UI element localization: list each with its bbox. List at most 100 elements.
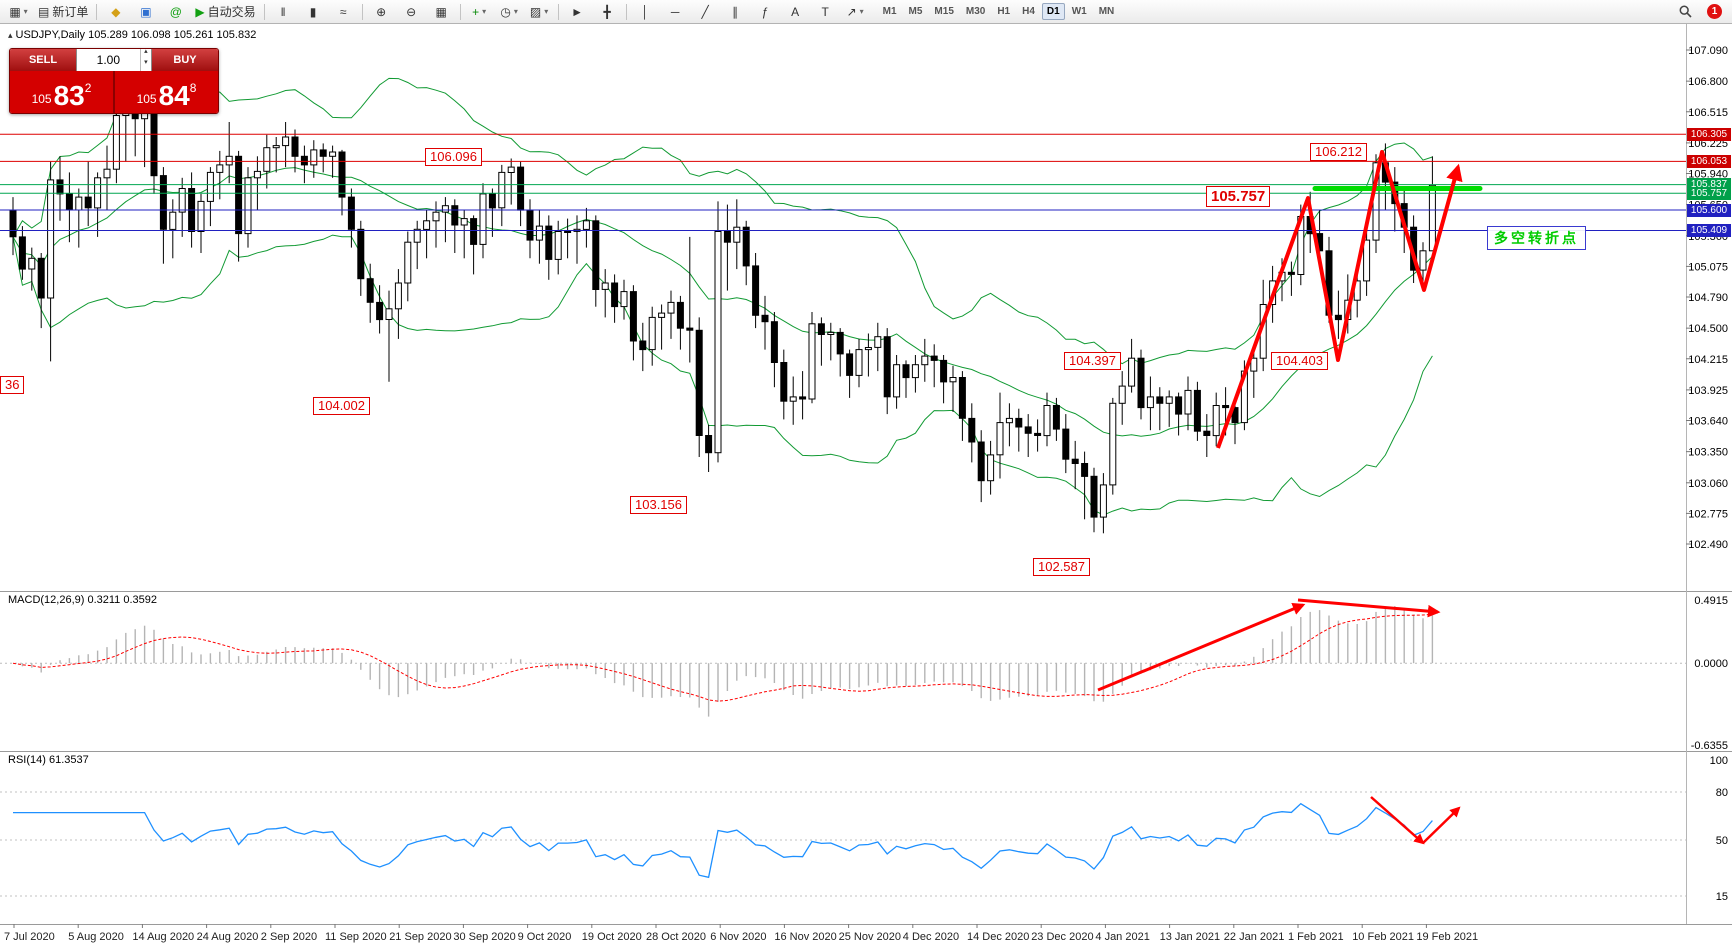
bars-chart-button[interactable]: ‖ xyxy=(269,1,298,23)
svg-text:103.640: 103.640 xyxy=(1688,416,1728,428)
rsi-panel xyxy=(0,791,1686,897)
zoom-in-button[interactable]: ⊕ xyxy=(367,1,396,23)
arrows-tool-button[interactable]: ↗ ▾ xyxy=(841,1,870,23)
new-order-button[interactable]: ▤ 新订单 xyxy=(34,1,92,23)
horizontal-line-icon: ─ xyxy=(670,4,680,19)
volume-down-icon[interactable]: ▾ xyxy=(144,59,148,66)
trendline-icon: ╱ xyxy=(701,4,709,19)
svg-text:106.225: 106.225 xyxy=(1688,138,1728,150)
macd-panel xyxy=(0,606,1686,717)
svg-text:21 Sep 2020: 21 Sep 2020 xyxy=(389,931,451,943)
buy-button[interactable]: BUY xyxy=(152,49,218,71)
periods-button[interactable]: ◷ ▾ xyxy=(495,1,524,23)
volume-box: ▴ ▾ xyxy=(76,49,152,71)
bars-chart-icon: ‖ xyxy=(280,4,286,19)
timeframe-mn-button[interactable]: MN xyxy=(1098,6,1115,17)
candles-chart-button[interactable]: ▮ xyxy=(299,1,328,23)
volume-input[interactable] xyxy=(77,49,140,71)
svg-text:13 Jan 2021: 13 Jan 2021 xyxy=(1160,931,1221,943)
svg-text:103.925: 103.925 xyxy=(1688,385,1728,397)
rsi-axis: 100 80 50 15 xyxy=(1710,755,1728,903)
svg-text:15: 15 xyxy=(1716,891,1728,903)
community-icon: @ xyxy=(169,4,182,19)
line-chart-button[interactable]: ≈ xyxy=(329,1,358,23)
buy-price-big: 84 xyxy=(158,80,190,111)
timeframe-m15-button[interactable]: M15 xyxy=(934,6,954,17)
sell-price-big: 83 xyxy=(53,80,85,111)
svg-text:4 Dec 2020: 4 Dec 2020 xyxy=(903,931,959,943)
volume-spinner: ▴ ▾ xyxy=(139,48,151,71)
svg-text:107.090: 107.090 xyxy=(1688,45,1728,57)
community-button[interactable]: @ xyxy=(161,1,190,23)
cursor-icon: ► xyxy=(571,4,584,19)
fibonacci-button[interactable]: ƒ xyxy=(751,1,780,23)
search-button[interactable] xyxy=(1671,1,1700,23)
trendline-button[interactable]: ╱ xyxy=(691,1,720,23)
autotrading-icon: ▶ xyxy=(195,4,205,19)
crosshair-button[interactable]: ╋ xyxy=(593,1,622,23)
timeframe-d1-button[interactable]: D1 xyxy=(1041,3,1065,20)
timeframe-m1-button[interactable]: M1 xyxy=(882,6,897,17)
candles xyxy=(9,97,1436,534)
vertical-line-button[interactable]: │ xyxy=(631,1,660,23)
new-chart-button[interactable]: ▦ ▾ xyxy=(4,1,33,23)
templates-button[interactable]: ▨ ▾ xyxy=(525,1,554,23)
toolbar-separator xyxy=(361,3,363,20)
market-button[interactable]: ▣ xyxy=(131,1,160,23)
svg-text:103.060: 103.060 xyxy=(1688,478,1728,490)
timeframe-w1-button[interactable]: W1 xyxy=(1071,6,1087,17)
toolbar-separator xyxy=(459,3,461,20)
line-chart-icon: ≈ xyxy=(339,4,347,19)
sell-button[interactable]: SELL xyxy=(10,49,76,71)
text-button[interactable]: A xyxy=(781,1,810,23)
timeframe-m5-button[interactable]: M5 xyxy=(908,6,923,17)
svg-text:23 Dec 2020: 23 Dec 2020 xyxy=(1031,931,1093,943)
timeframe-h1-button[interactable]: H1 xyxy=(997,6,1011,17)
indicators-button[interactable]: + ▾ xyxy=(465,1,494,23)
toolbar-separator xyxy=(557,3,559,20)
sell-price-button[interactable]: 105 83 2 xyxy=(10,71,113,113)
signals-icon: ◆ xyxy=(111,4,121,19)
svg-text:2 Sep 2020: 2 Sep 2020 xyxy=(261,931,317,943)
timeframe-h4-button[interactable]: H4 xyxy=(1022,6,1035,17)
svg-text:9 Oct 2020: 9 Oct 2020 xyxy=(518,931,572,943)
search-icon xyxy=(1679,5,1692,18)
svg-text:105.940: 105.940 xyxy=(1688,169,1728,181)
signals-button[interactable]: ◆ xyxy=(101,1,130,23)
channel-button[interactable]: ∥ xyxy=(721,1,750,23)
horizontal-line-button[interactable]: ─ xyxy=(661,1,690,23)
svg-text:6 Nov 2020: 6 Nov 2020 xyxy=(710,931,766,943)
new-chart-icon: ▦ xyxy=(9,4,21,19)
cursor-button[interactable]: ► xyxy=(563,1,592,23)
svg-text:105.650: 105.650 xyxy=(1688,200,1728,212)
svg-text:0.4915: 0.4915 xyxy=(1694,595,1728,607)
svg-text:104.500: 104.500 xyxy=(1688,323,1728,335)
zoom-out-button[interactable]: ⊖ xyxy=(397,1,426,23)
notification-badge[interactable]: 1 xyxy=(1707,4,1722,19)
volume-up-icon[interactable]: ▴ xyxy=(144,48,148,55)
svg-text:16 Nov 2020: 16 Nov 2020 xyxy=(774,931,836,943)
bollinger-bands xyxy=(12,73,1433,516)
autotrading-label: 自动交易 xyxy=(207,5,256,19)
new-order-icon: ▤ xyxy=(38,4,50,19)
timeframe-m30-button[interactable]: M30 xyxy=(965,6,986,17)
buy-price-button[interactable]: 105 84 8 xyxy=(113,71,218,113)
svg-text:14 Aug 2020: 14 Aug 2020 xyxy=(132,931,194,943)
sell-price-prefix: 105 xyxy=(31,92,52,106)
candles-chart-icon: ▮ xyxy=(309,4,317,19)
svg-text:22 Jan 2021: 22 Jan 2021 xyxy=(1224,931,1285,943)
tile-windows-button[interactable]: ▦ xyxy=(427,1,456,23)
svg-text:30 Sep 2020: 30 Sep 2020 xyxy=(453,931,515,943)
svg-text:104.790: 104.790 xyxy=(1688,292,1728,304)
crosshair-icon: ╋ xyxy=(603,4,611,19)
text-label-button[interactable]: T xyxy=(811,1,840,23)
text-icon: A xyxy=(791,4,800,19)
date-axis: 7 Jul 2020 5 Aug 2020 14 Aug 2020 24 Aug 20… xyxy=(4,924,1478,943)
trend-arrows[interactable] xyxy=(1097,150,1463,845)
autotrading-button[interactable]: ▶ 自动交易 xyxy=(191,1,259,23)
price-axis: 107.090 106.800 106.515 106.225 105.940 105.6… xyxy=(1686,45,1728,551)
svg-text:106.515: 106.515 xyxy=(1688,107,1728,119)
svg-text:-0.6355: -0.6355 xyxy=(1691,740,1728,752)
